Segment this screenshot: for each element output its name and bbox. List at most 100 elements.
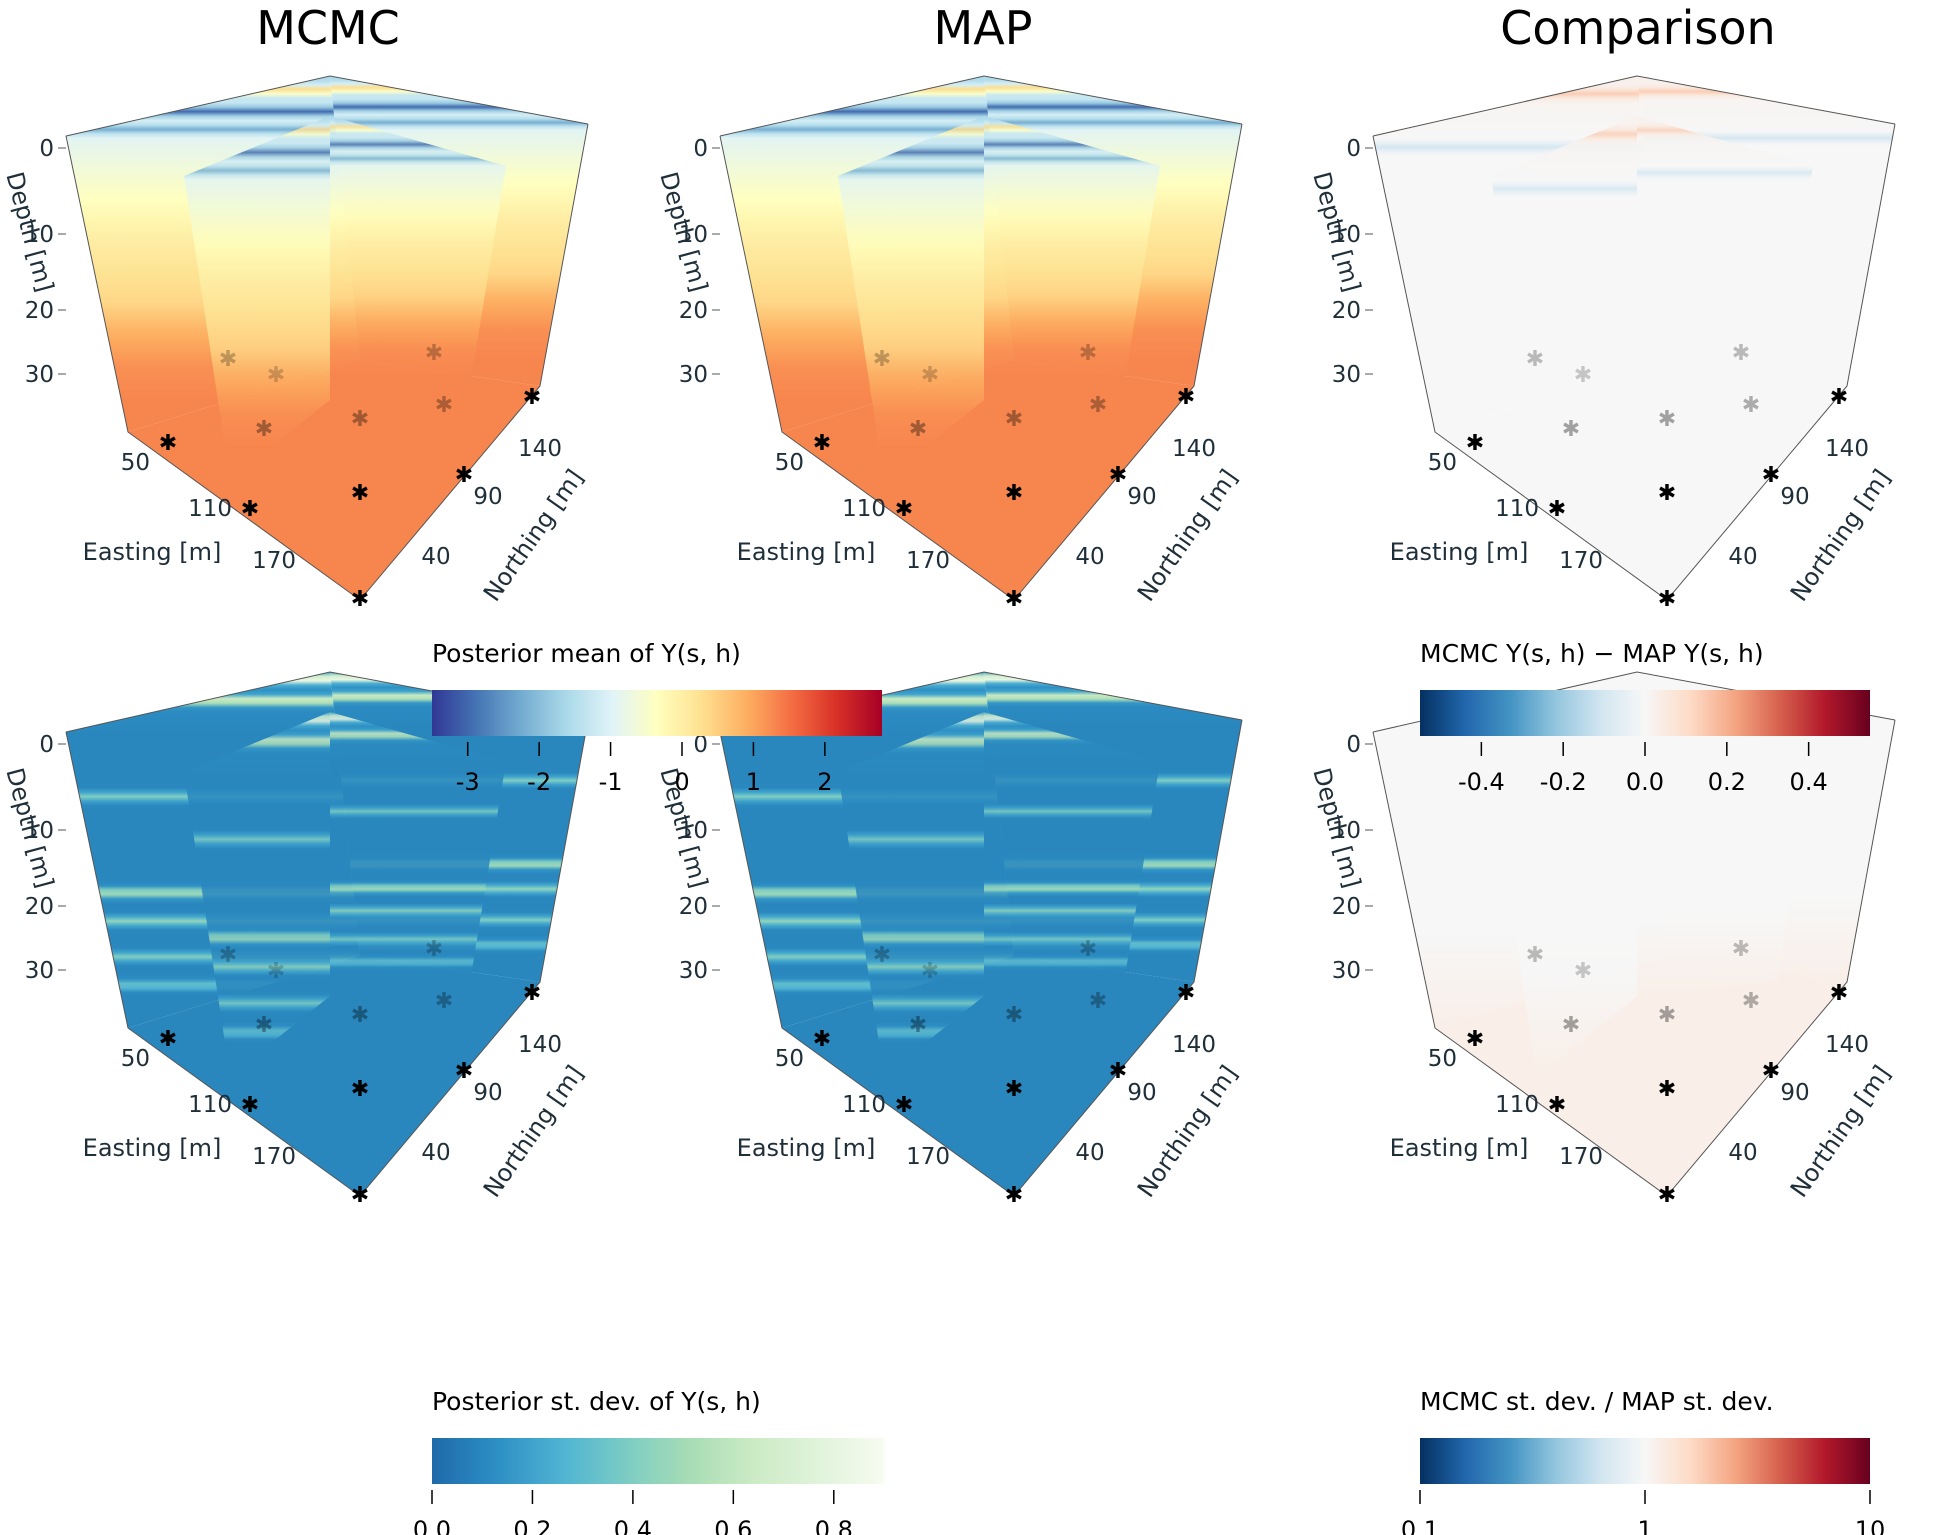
colorbar-tick-label: -2 [527,768,551,796]
northing-tick-label: 90 [473,1080,502,1106]
depth-tick-label: 20 [25,894,54,920]
colorbar-tick-label: -0.2 [1540,768,1587,796]
well-marker: ✱ [1742,989,1760,1014]
depth-tick-label: 30 [25,362,54,388]
depth-tick-label: 10 [1332,818,1361,844]
well-marker: ✱ [1177,981,1195,1006]
box-top-edge [1372,75,1896,137]
depth-tick-label: 30 [1332,958,1361,984]
easting-axis-label: Easting [m] [737,1134,876,1162]
well-marker: ✱ [1562,417,1580,442]
well-marker: ✱ [455,1059,473,1084]
northing-tick-label: 40 [1075,1140,1104,1166]
well-marker: ✱ [351,587,369,612]
well-marker: ✱ [159,1027,177,1052]
well-marker: ✱ [873,347,891,372]
easting-tick-label: 110 [1495,496,1539,522]
easting-tick-label: 110 [842,1092,886,1118]
northing-tick-label: 40 [421,1140,450,1166]
well-marker: ✱ [909,1013,927,1038]
colorbar-ratio-cb: MCMC st. dev. / MAP st. dev. 0.1 1 10 [1401,1387,1885,1535]
northing-tick-label: 40 [1728,1140,1757,1166]
northing-tick-label: 140 [1825,1032,1869,1058]
colorbar-tick-label: 1 [746,768,761,796]
easting-tick-label: 50 [1428,1046,1457,1072]
northing-tick-label: 90 [473,484,502,510]
easting-axis-label: Easting [m] [1390,538,1529,566]
well-marker: ✱ [909,417,927,442]
box-outline [65,123,589,601]
well-marker: ✱ [159,431,177,456]
well-marker: ✱ [1005,481,1023,506]
well-marker: ✱ [1658,587,1676,612]
colorbar-title: Posterior mean of Y(s, h) [432,639,741,668]
well-marker: ✱ [1742,393,1760,418]
front-right-slice [984,712,1160,996]
box-outline [65,719,589,1197]
easting-axis-label: Easting [m] [83,1134,222,1162]
depth-tick-label: 0 [693,136,708,162]
northing-tick-label: 90 [1780,484,1809,510]
well-marker: ✱ [351,407,369,432]
easting-tick-label: 110 [188,496,232,522]
depth-tick-label: 20 [25,298,54,324]
easting-tick-label: 50 [121,1046,150,1072]
northing-tick-label: 40 [1075,544,1104,570]
depth-tick-label: 30 [1332,362,1361,388]
front-right-slice [1637,712,1813,996]
well-marker: ✱ [1658,1183,1676,1208]
well-marker: ✱ [813,431,831,456]
well-marker: ✱ [435,989,453,1014]
colorbar-ramp [1420,690,1870,736]
colorbar-title: MCMC st. dev. / MAP st. dev. [1420,1387,1774,1416]
well-marker: ✱ [1732,937,1750,962]
colorbar-tick-label: 0.4 [1790,768,1828,796]
northing-tick-label: 140 [1172,436,1216,462]
well-marker: ✱ [455,463,473,488]
northing-tick-label: 90 [1127,484,1156,510]
box-outline [719,123,1243,601]
colorbar-tick-label: 0.1 [1401,1516,1439,1535]
well-marker: ✱ [1005,1077,1023,1102]
northing-tick-label: 90 [1127,1080,1156,1106]
colorbar-tick-label: 1 [1637,1516,1652,1535]
depth-tick-label: 10 [25,222,54,248]
front-left-slice [838,116,984,480]
depth-tick-label: 30 [25,958,54,984]
northing-tick-label: 140 [518,436,562,462]
depth-tick-label: 20 [679,894,708,920]
northing-tick-label: 140 [518,1032,562,1058]
easting-tick-label: 50 [775,1046,804,1072]
northing-tick-label: 140 [1825,436,1869,462]
colorbar-ramp [432,690,882,736]
well-marker: ✱ [1005,407,1023,432]
front-right-slice [330,116,506,400]
well-marker: ✱ [1079,341,1097,366]
well-marker: ✱ [1005,1183,1023,1208]
well-marker: ✱ [425,937,443,962]
well-marker: ✱ [1762,463,1780,488]
front-left-slice [184,712,330,1076]
well-marker: ✱ [1658,1077,1676,1102]
front-left-slice [1491,712,1637,1076]
easting-axis-label: Easting [m] [1390,1134,1529,1162]
well-marker: ✱ [435,393,453,418]
well-marker: ✱ [1732,341,1750,366]
well-marker: ✱ [1562,1013,1580,1038]
column-title-mcmc: MCMC [256,1,400,55]
well-marker: ✱ [1574,363,1592,388]
colorbar-tick-label: 0.8 [815,1516,853,1535]
well-marker: ✱ [351,1003,369,1028]
box-outline [1372,123,1896,601]
well-marker: ✱ [1109,1059,1127,1084]
colorbar-tick-label: 0.0 [1626,768,1664,796]
colorbar-tick-label: -0.4 [1458,768,1505,796]
well-marker: ✱ [1526,347,1544,372]
northing-tick-label: 40 [421,544,450,570]
well-marker: ✱ [1658,407,1676,432]
colorbar-tick-label: 0.6 [714,1516,752,1535]
